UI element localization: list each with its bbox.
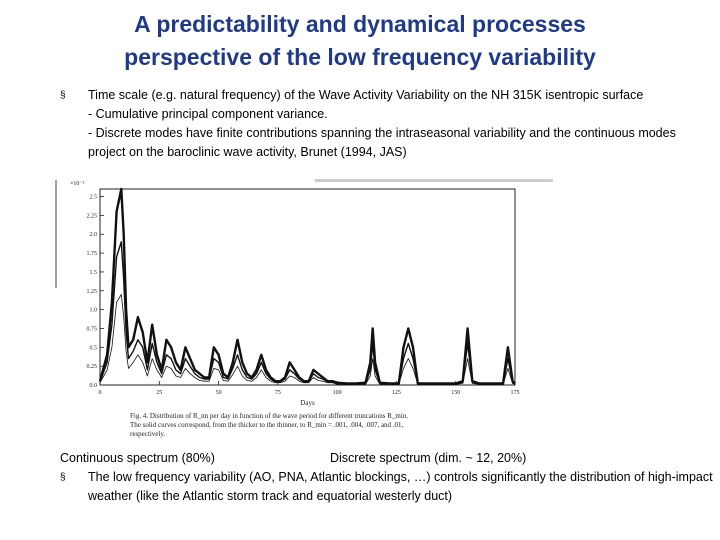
y-tick-label: 1.0 — [90, 308, 98, 314]
y-tick-label: 2.0 — [90, 232, 98, 238]
x-tick-label: 125 — [392, 390, 401, 396]
bullet-text: The low frequency variability (AO, PNA, … — [88, 470, 713, 503]
sub-bullet: - Cumulative principal component varianc… — [88, 107, 328, 121]
page-edge-strip — [55, 180, 57, 288]
y-tick-label: 1.75 — [87, 251, 98, 257]
spectrum-chart: ×10⁻² 0.0 0.25 0.5 0.75 1.0 1.25 1.5 1.75 2.0 2.25… — [55, 179, 553, 438]
series-line-2 — [99, 241, 516, 385]
continuous-spectrum-label: Continuous spectrum (80%) — [60, 451, 215, 465]
sub-bullet: - Discrete modes have finite contributio… — [88, 126, 676, 159]
bullet-text: Time scale (e.g. natural frequency) of t… — [88, 88, 644, 102]
x-tick-label: 25 — [156, 390, 162, 396]
bullet-item: § Time scale (e.g. natural frequency) of… — [60, 86, 716, 105]
bullet-square-icon: § — [60, 472, 66, 483]
x-tick-label: 100 — [333, 390, 342, 396]
title-line-2: perspective of the low frequency variabi… — [124, 44, 596, 70]
y-tick-label: 0.5 — [90, 345, 98, 351]
slide-title: A predictability and dynamical processes… — [40, 8, 680, 74]
x-tick-label: 50 — [216, 390, 222, 396]
y-tick-label: 1.5 — [90, 270, 98, 276]
figure-caption-line: The solid curves correspond, from the th… — [130, 421, 404, 429]
page-edge-strip — [315, 179, 553, 182]
x-tick-label: 175 — [511, 390, 520, 396]
figure-caption-line: Fig. 4. Distribution of R_nn per day in … — [130, 412, 408, 420]
x-tick-label: 150 — [451, 390, 460, 396]
y-tick-label: 0.25 — [87, 364, 98, 370]
y-multiplier-label: ×10⁻² — [70, 181, 85, 187]
bullet-block-top: § Time scale (e.g. natural frequency) of… — [60, 86, 716, 162]
discrete-spectrum-label: Discrete spectrum (dim. ~ 12, 20%) — [330, 451, 527, 465]
x-tick-label: 0 — [99, 390, 102, 396]
bullet-block-bottom: § The low frequency variability (AO, PNA… — [60, 468, 716, 506]
y-tick-label: 2.25 — [87, 213, 98, 219]
x-tick-label: 75 — [275, 390, 281, 396]
figure-caption-line: respectively. — [130, 430, 165, 438]
x-axis-label: Days — [300, 399, 315, 407]
y-tick-label: 1.25 — [87, 289, 98, 295]
y-tick-label: 0.75 — [87, 326, 98, 332]
y-tick-label: 2.5 — [90, 195, 98, 201]
bullet-square-icon: § — [60, 90, 66, 101]
series-line-3 — [99, 294, 516, 385]
spectrum-figure: ×10⁻² 0.0 0.25 0.5 0.75 1.0 1.25 1.5 1.75 2.0 2.25… — [55, 175, 555, 443]
plot-frame — [99, 188, 516, 386]
title-line-1: A predictability and dynamical processes — [134, 11, 586, 37]
series-line-1 — [98, 187, 516, 385]
y-tick-label: 0.0 — [90, 383, 98, 389]
bullet-item: § The low frequency variability (AO, PNA… — [60, 468, 716, 506]
